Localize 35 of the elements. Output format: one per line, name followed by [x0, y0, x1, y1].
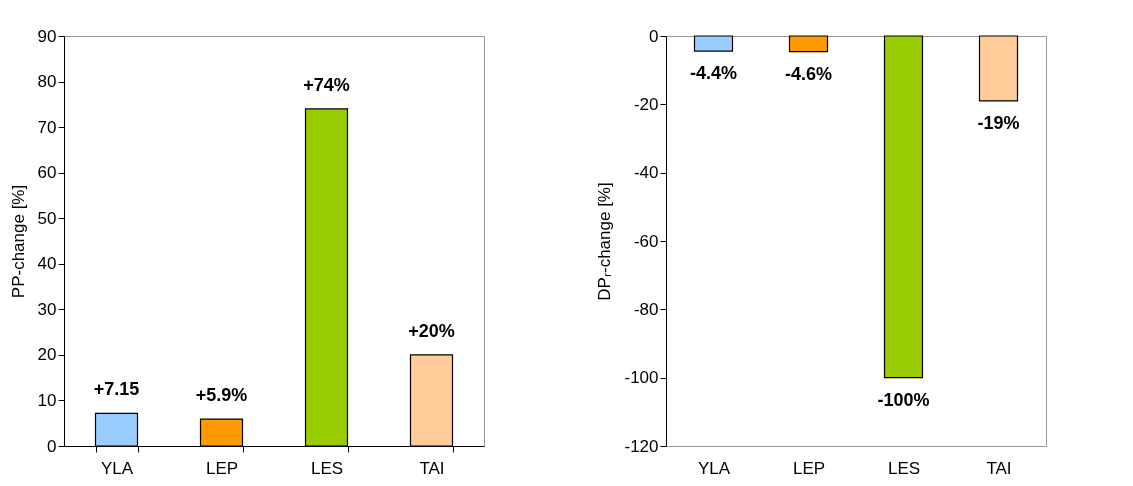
y-tick-label: 90: [37, 26, 57, 46]
data-label: +20%: [408, 320, 455, 341]
y-tick-label: 10: [37, 390, 57, 410]
x-tick-label: LES: [887, 458, 921, 478]
data-label: -4.6%: [784, 63, 833, 84]
x-tick-label: LEP: [205, 458, 239, 478]
y-axis-title: PP-change [%]: [8, 184, 28, 299]
y-tick-label: 60: [37, 163, 57, 183]
x-tick-label: YLA: [100, 458, 134, 478]
y-tick-label: -100: [624, 368, 659, 388]
y-tick-label: 0: [649, 26, 659, 46]
x-tick-label: LES: [310, 458, 344, 478]
y-tick-label: 0: [47, 436, 57, 456]
y-tick-label: -80: [633, 299, 659, 319]
y-tick-label: -20: [633, 94, 659, 114]
y-tick-label: 30: [37, 299, 57, 319]
y-tick-label: -60: [633, 231, 659, 251]
y-tick-label: -40: [633, 163, 659, 183]
data-label: -100%: [877, 389, 930, 410]
y-axis-title: DPᵣ-change [%]: [595, 182, 615, 301]
y-tick-label: 80: [37, 72, 57, 92]
data-label: +74%: [303, 74, 350, 95]
y-tick-label: 70: [37, 117, 57, 137]
data-label: +7.15: [93, 379, 140, 400]
y-tick-label: 40: [37, 254, 57, 274]
data-label: +5.9%: [195, 385, 248, 406]
y-tick-label: -120: [624, 436, 659, 456]
x-tick-label: LEP: [792, 458, 826, 478]
data-label: -19%: [977, 112, 1020, 133]
data-label: -4.4%: [689, 63, 738, 84]
x-tick-label: TAI: [419, 458, 445, 478]
y-tick-label: 50: [37, 208, 57, 228]
y-tick-label: 20: [37, 345, 57, 365]
x-tick-label: YLA: [697, 458, 731, 478]
x-tick-label: TAI: [986, 458, 1012, 478]
